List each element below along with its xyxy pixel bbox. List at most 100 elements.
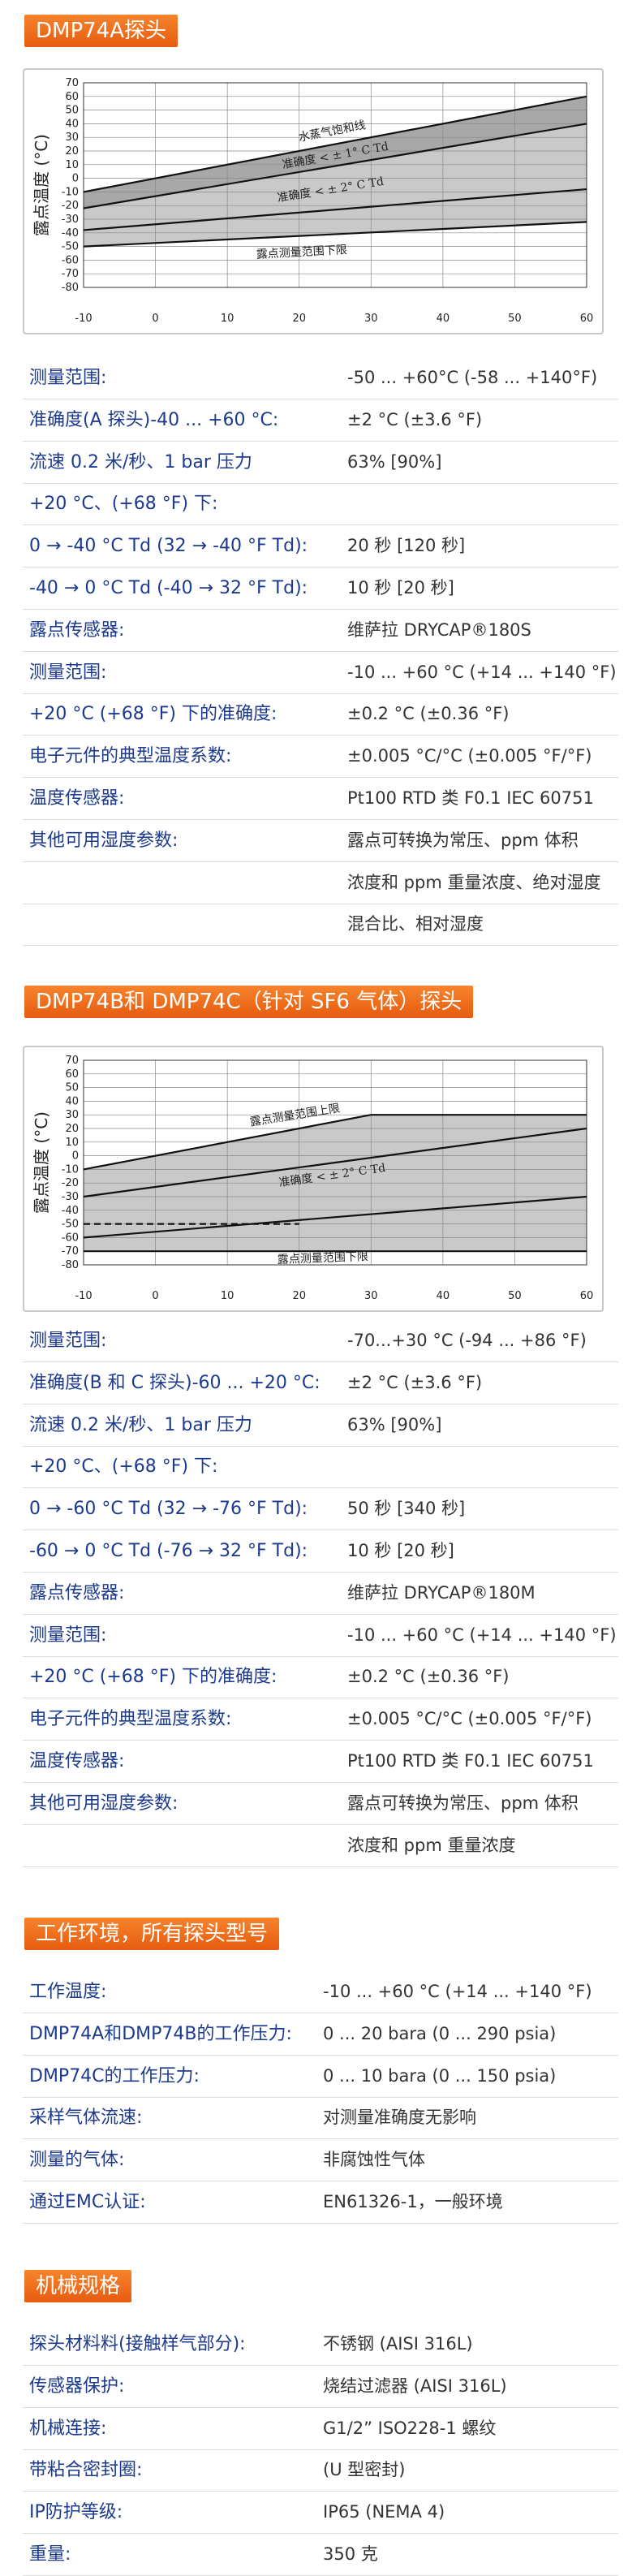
spec-label: 测量范围: xyxy=(29,1331,107,1351)
spec-value: 350 克 xyxy=(323,2544,378,2564)
spec-value: 对测量准确度无影响 xyxy=(323,2108,476,2128)
spec-value: 0 ... 20 bara (0 ... 290 psia) xyxy=(323,2023,557,2043)
spec-label: 带粘合密封圈: xyxy=(29,2460,143,2481)
spec-row: 露点传感器: 维萨拉 DRYCAP®180M xyxy=(23,1573,618,1615)
range-area xyxy=(84,96,587,209)
spec-value: 63% [90%] xyxy=(347,1414,442,1435)
spec-label: 测量的气体: xyxy=(29,2150,125,2171)
spec-label: 电子元件的典型温度系数: xyxy=(29,746,232,767)
plot-frame xyxy=(83,82,587,288)
y-tick-label: -50 xyxy=(62,1219,79,1231)
spec-value: 露点可转换为常压、ppm 体积 xyxy=(347,830,579,850)
spec-value: ±2 °C (±3.6 °F) xyxy=(347,1372,483,1392)
spec-row: 机械连接: G1/2” ISO228-1 螺纹 xyxy=(23,2408,618,2450)
series-line xyxy=(83,1195,587,1239)
x-tick-label: 20 xyxy=(292,313,306,325)
spec-value: 烧结过滤器 (AISI 316L) xyxy=(323,2375,507,2396)
spec-row: 其他可用湿度参数: 露点可转换为常压、ppm 体积 xyxy=(23,1783,618,1825)
spec-label: DMP74C的工作压力: xyxy=(29,2065,200,2086)
y-tick-label: -70 xyxy=(62,268,79,280)
series-line xyxy=(83,123,587,209)
chart: 706050403020100-10-20-30-40-50-60-70-80-… xyxy=(32,1055,593,1302)
spec-value: ±0.005 °C/°C (±0.005 °F/°F) xyxy=(347,746,592,766)
x-tick-label: 60 xyxy=(580,313,594,325)
y-tick-label: -40 xyxy=(62,227,79,239)
spec-value: 混合比、相对湿度 xyxy=(347,914,484,934)
x-tick-label: 50 xyxy=(508,313,522,325)
y-tick-label: -20 xyxy=(62,1177,79,1189)
spec-label: 探头材料料(接触样气部分): xyxy=(29,2334,246,2354)
y-tick-label: 60 xyxy=(65,1068,79,1081)
spec-label: 0 → -40 °C Td (32 → -40 °F Td): xyxy=(29,536,308,557)
y-tick-label: 0 xyxy=(72,1150,79,1163)
spec-value: ±0.2 °C (±0.36 °F) xyxy=(347,1667,510,1687)
spec-value: 非腐蚀性气体 xyxy=(323,2150,425,2170)
spec-value: 0 ... 10 bara (0 ... 150 psia) xyxy=(323,2065,557,2086)
x-tick-label: 0 xyxy=(152,313,158,325)
y-tick-label: -10 xyxy=(62,1163,79,1176)
section-title: DMP74B和 DMP74C（针对 SF6 气体）探头 xyxy=(24,986,474,1018)
spec-label: 其他可用湿度参数: xyxy=(29,1793,179,1814)
spec-label: 准确度(B 和 C 探头)-60 ... +20 °C: xyxy=(29,1372,320,1393)
spec-label: -40 → 0 °C Td (-40 → 32 °F Td): xyxy=(29,578,308,598)
spec-label: 传感器保护: xyxy=(29,2375,125,2397)
spec-row: 通过EMC认证: EN61326-1，一般环境 xyxy=(23,2181,618,2224)
spec-value: 20 秒 [120 秒] xyxy=(347,536,466,556)
spec-label: 测量范围: xyxy=(29,662,107,683)
y-tick-label: -60 xyxy=(62,254,79,266)
y-tick-label: 50 xyxy=(65,1082,79,1094)
y-tick-label: -80 xyxy=(62,1259,79,1271)
y-axis-label: 露点温度 (°C) xyxy=(32,134,51,236)
y-tick-label: 10 xyxy=(65,159,79,171)
x-tick-label: 0 xyxy=(152,1290,158,1302)
spec-label: 通过EMC认证: xyxy=(29,2192,146,2212)
y-tick-label: 70 xyxy=(65,77,79,89)
y-tick-label: -70 xyxy=(62,1245,79,1258)
spec-label: 其他可用湿度参数: xyxy=(29,830,179,851)
spec-row: 测量的气体: 非腐蚀性气体 xyxy=(23,2139,618,2182)
section-title: 机械规格 xyxy=(24,2270,132,2302)
chart: 706050403020100-10-20-30-40-50-60-70-80-… xyxy=(32,77,594,325)
spec-row: IP防护等级: IP65 (NEMA 4) xyxy=(23,2492,618,2535)
spec-value: IP65 (NEMA 4) xyxy=(323,2502,445,2522)
x-tick-label: 50 xyxy=(508,1290,522,1302)
y-tick-label: 60 xyxy=(65,91,79,103)
y-tick-label: 50 xyxy=(65,105,79,117)
spec-row: 测量范围: -10 ... +60 °C (+14 ... +140 °F) xyxy=(23,652,618,694)
spec-row: 浓度和 ppm 重量浓度、绝对湿度 xyxy=(23,862,618,904)
x-tick-label: 20 xyxy=(292,1290,306,1302)
annotation: 露点测量范围下限 xyxy=(277,1249,369,1266)
annotation: 露点测量范围下限 xyxy=(256,243,347,261)
series-line xyxy=(83,1114,587,1171)
spec-label: +20 °C (+68 °F) 下的准确度: xyxy=(29,1667,277,1688)
spec-row: 探头材料料(接触样气部分): 不锈钢 (AISI 316L) xyxy=(23,2324,618,2366)
spec-label: 采样气体流速: xyxy=(29,2108,143,2129)
spec-row: 电子元件的典型温度系数: ±0.005 °C/°C (±0.005 °F/°F) xyxy=(23,736,618,779)
spec-value: -50 ... +60°C (-58 ... +140°F) xyxy=(347,368,598,387)
y-tick-label: -30 xyxy=(62,214,79,226)
spec-row: 带粘合密封圈: (U 型密封) xyxy=(23,2449,618,2492)
spec-row: 其他可用湿度参数: 露点可转换为常压、ppm 体积 xyxy=(23,820,618,862)
spec-value: -70...+30 °C (-94 ... +86 °F) xyxy=(347,1331,587,1350)
spec-label: 流速 0.2 米/秒、1 bar 压力 xyxy=(29,451,252,472)
y-tick-label: 20 xyxy=(65,145,79,157)
spec-value: 维萨拉 DRYCAP®180M xyxy=(347,1582,536,1603)
chart-box: 70 60 50 40 30 20 10 0 -10 -20 -30 -40 -50 -60 -70 -80-… xyxy=(23,1046,604,1312)
x-tick-label: 40 xyxy=(437,313,450,325)
spec-row: -60 → 0 °C Td (-76 → 32 °F Td): 10 秒 [20 … xyxy=(23,1530,618,1573)
spec-label: +20 °C、(+68 °F) 下: xyxy=(29,494,218,515)
y-tick-label: 0 xyxy=(72,173,79,185)
spec-label: 温度传感器: xyxy=(29,1751,125,1771)
spec-row: 测量范围: -50 ... +60°C (-58 ... +140°F) xyxy=(23,357,618,399)
spec-row: 传感器保护: 烧结过滤器 (AISI 316L) xyxy=(23,2366,618,2408)
section-title: 工作环境，所有探头型号 xyxy=(24,1918,280,1950)
spec-row: 温度传感器: Pt100 RTD 类 F0.1 IEC 60751 xyxy=(23,1741,618,1783)
section-title: DMP74A探头 xyxy=(24,15,179,47)
x-tick-label: 30 xyxy=(364,1290,378,1302)
spec-label: 机械连接: xyxy=(29,2418,107,2439)
y-tick-label: -40 xyxy=(62,1205,79,1217)
x-tick-label: -10 xyxy=(75,1290,92,1302)
spec-row: 浓度和 ppm 重量浓度 xyxy=(23,1825,618,1867)
y-axis-label: 露点温度 (°C) xyxy=(32,1111,51,1214)
y-tick-label: 30 xyxy=(65,1109,79,1121)
